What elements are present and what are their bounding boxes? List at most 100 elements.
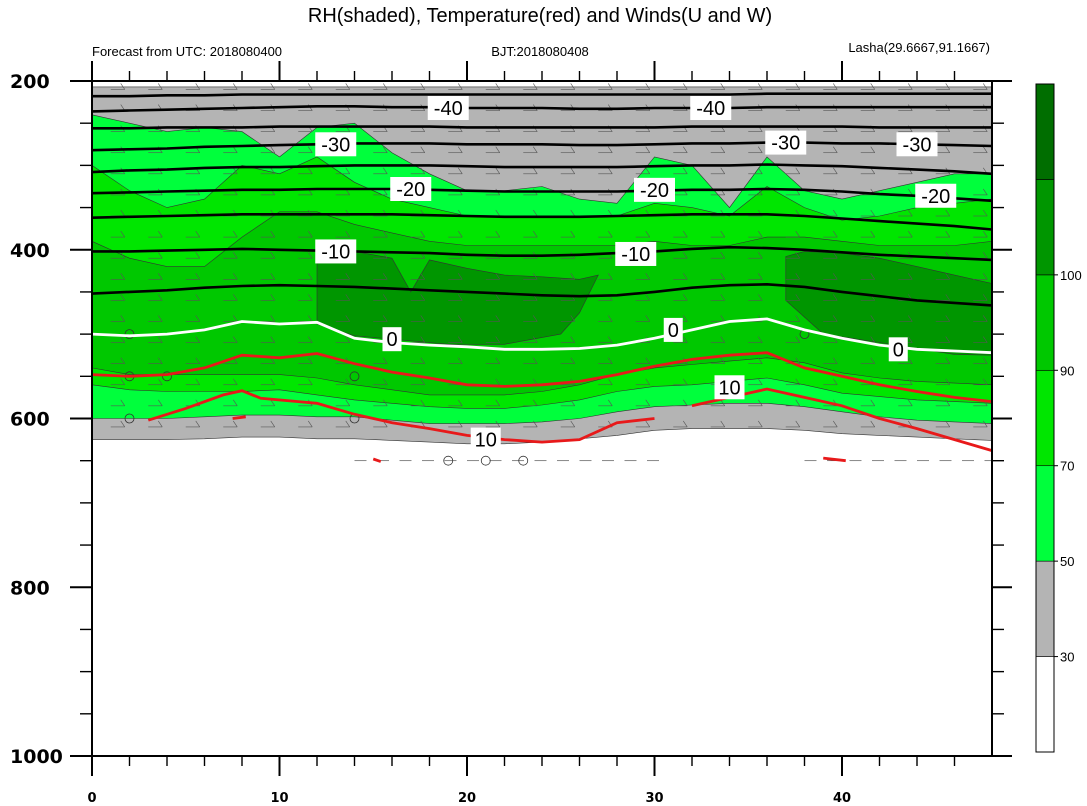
wind-barb-tick — [983, 315, 988, 322]
wind-barb-tick — [645, 230, 650, 238]
colorbar-segment — [1035, 656, 1055, 753]
wind-barb-tick — [158, 273, 163, 280]
contour-label-bg — [315, 132, 357, 157]
wind-barb-tick — [645, 378, 650, 385]
contour-label-text: -30 — [903, 134, 932, 156]
wind-barb-tick — [608, 273, 613, 280]
wind-barb-tick — [308, 167, 313, 174]
wind-barb-tick — [533, 230, 538, 238]
wind-barb-tick — [945, 146, 950, 153]
wind-barb-tick — [870, 399, 875, 407]
calm-wind-circle — [443, 455, 454, 466]
temperature-line-5 — [91, 187, 993, 203]
wind-barb-tick — [158, 399, 163, 407]
wind-barb-tick — [420, 378, 425, 385]
wind-barb-tick — [945, 83, 950, 90]
wind-barb-tick — [120, 273, 125, 280]
wind-barb-tick — [233, 252, 238, 259]
wind-barb-tick — [945, 336, 950, 343]
temperature-red-fragment-2 — [823, 456, 846, 463]
wind-barb-tick — [233, 294, 238, 301]
wind-barb-tick — [158, 357, 163, 364]
contour-label: -30 — [765, 130, 807, 155]
wind-barb-tick — [645, 167, 650, 174]
wind-barb-tick — [833, 146, 838, 153]
wind-barb-tick — [458, 357, 463, 364]
wind-barb-tick — [533, 209, 538, 217]
wind-barb-tick — [795, 420, 800, 428]
wind-barb-tick — [383, 294, 388, 301]
colorbar-segment — [1035, 369, 1055, 467]
wind-barb-tick — [945, 230, 950, 238]
wind-barb-tick — [795, 230, 800, 238]
contour-label-bg — [690, 96, 732, 120]
wind-barb-tick — [608, 378, 613, 385]
contour-label-bg — [390, 177, 432, 201]
wind-barb-tick — [720, 273, 725, 280]
colorbar-tick-label: 100 — [1060, 268, 1082, 283]
y-tick-label: 600 — [10, 409, 50, 431]
contour-label-text: -20 — [640, 180, 669, 202]
wind-barb-tick — [495, 146, 500, 153]
contour-label-text: 0 — [386, 329, 397, 351]
wind-barb-tick — [833, 252, 838, 259]
wind-barb-tick — [345, 420, 350, 428]
wind-barb-tick — [420, 336, 425, 343]
wind-barb-tick — [570, 146, 575, 153]
wind-barb-tick — [570, 230, 575, 238]
wind-barb-tick — [983, 273, 988, 280]
wind-barb-tick — [158, 315, 163, 322]
contour-label: -20 — [390, 177, 432, 201]
wind-barb-tick — [533, 167, 538, 174]
contour-label: -10 — [615, 241, 657, 266]
wind-barb-tick — [683, 167, 688, 174]
wind-barb-tick — [195, 252, 200, 259]
wind-barb-tick — [533, 273, 538, 280]
wind-barb-tick — [608, 230, 613, 238]
wind-barb-tick — [458, 230, 463, 238]
wind-barb-tick — [495, 378, 500, 385]
wind-barb-tick — [420, 230, 425, 238]
contour-label: 10 — [470, 427, 501, 452]
wind-barb-tick — [758, 252, 763, 259]
contour-label-bg — [663, 317, 683, 342]
wind-barb-tick — [420, 273, 425, 280]
wind-barb-tick — [945, 294, 950, 301]
wind-barb-tick — [945, 357, 950, 364]
wind-barb-tick — [908, 209, 913, 217]
wind-barb-tick — [120, 252, 125, 259]
temperature-red-fragment-1 — [232, 415, 246, 420]
wind-barb-tick — [608, 83, 613, 90]
wind-barb-tick — [533, 399, 538, 407]
wind-barb-tick — [195, 273, 200, 280]
wind-barb-tick — [233, 83, 238, 90]
wind-barb-tick — [270, 357, 275, 364]
wind-barb-tick — [383, 378, 388, 385]
wind-barb-tick — [720, 336, 725, 343]
chart-title: RH(shaded), Temperature(red) and Winds(U… — [308, 5, 772, 27]
wind-barb-tick — [683, 83, 688, 90]
wind-barb-tick — [270, 315, 275, 322]
wind-barb-tick — [495, 357, 500, 364]
contour-label-text: 10 — [475, 430, 497, 452]
wind-barb-tick — [570, 315, 575, 322]
wind-barb-tick — [795, 378, 800, 385]
temperature-line-1 — [91, 105, 992, 113]
wind-barb-tick — [870, 230, 875, 238]
wind-barb-tick — [645, 399, 650, 407]
wind-barb-tick — [983, 188, 988, 196]
wind-barb-tick — [533, 315, 538, 322]
colorbar: 30 50 70 90 100 — [1035, 83, 1082, 753]
wind-barb-tick — [383, 230, 388, 238]
wind-barb-tick — [983, 378, 988, 385]
contour-label-text: -10 — [621, 244, 650, 266]
wind-barb-tick — [308, 378, 313, 385]
wind-barb-tick — [195, 336, 200, 343]
wind-barb-tick — [758, 83, 763, 90]
wind-barb-tick — [795, 357, 800, 364]
wind-barb-tick — [308, 83, 313, 90]
wind-barb-tick — [270, 399, 275, 407]
wind-barb-tick — [120, 357, 125, 364]
wind-barb-tick — [120, 315, 125, 322]
wind-barb-tick — [608, 167, 613, 174]
